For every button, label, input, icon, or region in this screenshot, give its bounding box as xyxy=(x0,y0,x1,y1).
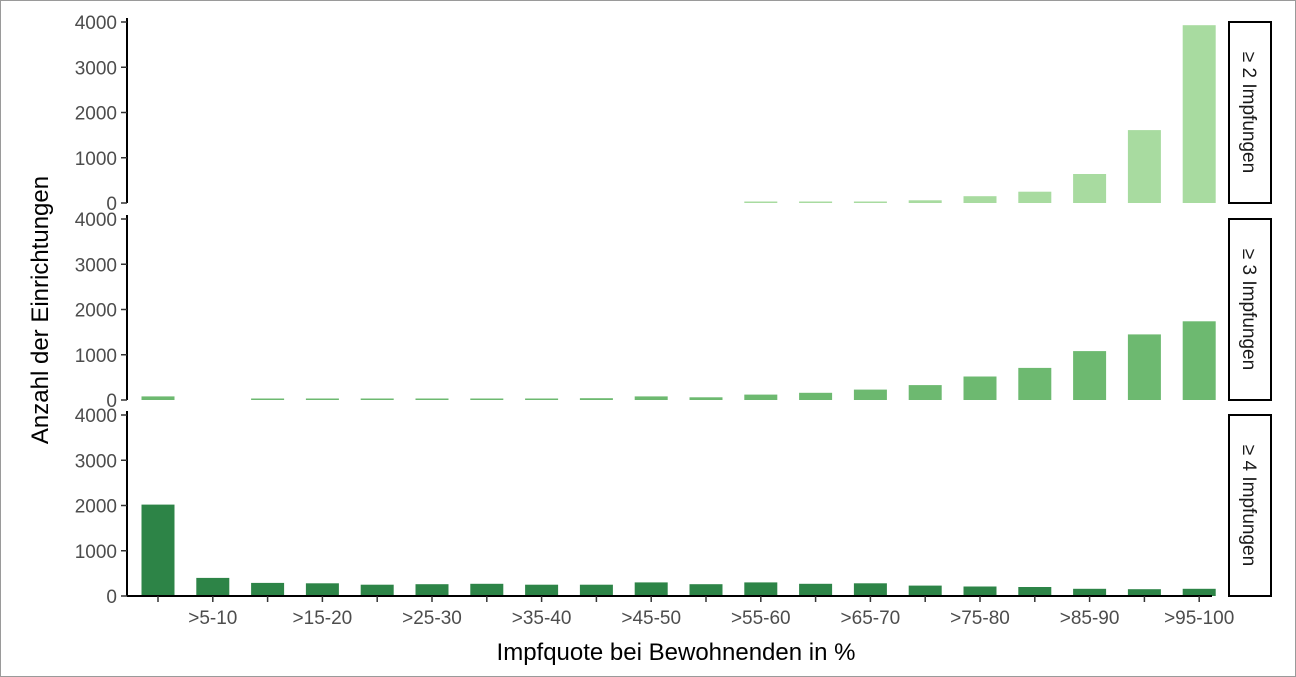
bar xyxy=(1018,587,1052,596)
panel-3: 0 1000 2000 3000 4000 ≥ 4 Impfungen xyxy=(75,406,1272,608)
bar xyxy=(525,584,559,596)
bar xyxy=(1182,321,1216,400)
x-axis: >5-10 >15-20 >25-30 >35-40 >45-50 >55-60 >65-7… xyxy=(127,595,1234,629)
bar xyxy=(1018,367,1052,400)
facet-strip xyxy=(1228,414,1272,597)
y-tick-label: 2000 xyxy=(75,497,117,518)
bar xyxy=(853,583,887,596)
bar xyxy=(634,396,668,400)
bar xyxy=(305,583,339,596)
facet-strip xyxy=(1228,218,1272,401)
bar xyxy=(579,398,613,400)
bar xyxy=(415,584,449,596)
bar xyxy=(744,394,778,400)
bar xyxy=(415,398,449,400)
panel-2: 0 1000 2000 3000 4000 ≥ 3 Impfungen xyxy=(75,210,1272,412)
bar xyxy=(963,376,997,400)
facet-strip xyxy=(1228,21,1272,204)
bar xyxy=(963,196,997,203)
y-tick-label: 0 xyxy=(106,391,117,412)
bar xyxy=(853,201,887,203)
x-tick-label: >75-80 xyxy=(950,608,1010,629)
panel-1: 0 1000 2000 3000 4000 ≥ 2 Impfungen xyxy=(75,13,1272,215)
x-tick-label: >55-60 xyxy=(731,608,791,629)
y-tick-label: 1000 xyxy=(75,149,117,170)
bar xyxy=(1182,588,1216,596)
bar xyxy=(1073,174,1107,203)
bar xyxy=(470,398,504,400)
facet-strip-label: ≥ 4 Impfungen xyxy=(1238,445,1259,566)
bar xyxy=(1073,588,1107,596)
bar xyxy=(908,585,942,596)
bar xyxy=(689,397,723,400)
bar xyxy=(360,584,394,596)
y-tick-label: 4000 xyxy=(75,406,117,427)
bar xyxy=(525,398,559,400)
bar xyxy=(689,584,723,596)
bar xyxy=(1073,351,1107,400)
y-tick-label: 0 xyxy=(106,587,117,608)
bar xyxy=(799,392,833,400)
y-tick-label: 1000 xyxy=(75,346,117,367)
y-tick-label: 4000 xyxy=(75,210,117,231)
x-tick-label: >65-70 xyxy=(841,608,901,629)
bar xyxy=(1127,589,1161,596)
bar xyxy=(634,582,668,596)
x-axis-title: Impfquote bei Bewohnenden in % xyxy=(497,639,856,666)
bar xyxy=(305,398,339,400)
facet-strip-label: ≥ 3 Impfungen xyxy=(1238,249,1259,370)
x-tick-label: >15-20 xyxy=(293,608,353,629)
y-tick-label: 2000 xyxy=(75,301,117,322)
bar xyxy=(141,396,175,400)
y-tick-label: 4000 xyxy=(75,13,117,34)
bar xyxy=(1018,191,1052,203)
bar xyxy=(251,398,285,400)
y-tick-label: 2000 xyxy=(75,104,117,125)
y-tick-label: 3000 xyxy=(75,255,117,276)
x-tick-label: >25-30 xyxy=(402,608,462,629)
bar xyxy=(1127,334,1161,400)
x-tick-label: >5-10 xyxy=(188,608,237,629)
bar xyxy=(744,201,778,203)
bar xyxy=(908,200,942,203)
y-axis-title: Anzahl der Einrichtungen xyxy=(27,176,54,444)
bar xyxy=(963,586,997,596)
bar xyxy=(1182,25,1216,204)
y-tick-label: 3000 xyxy=(75,58,117,79)
facet-strip-label: ≥ 2 Impfungen xyxy=(1238,52,1259,173)
bar xyxy=(579,584,613,596)
bar xyxy=(470,583,504,596)
x-tick-label: >35-40 xyxy=(512,608,572,629)
y-tick-label: 1000 xyxy=(75,542,117,563)
y-tick-label: 3000 xyxy=(75,451,117,472)
bar xyxy=(141,504,175,596)
bar xyxy=(744,582,778,596)
x-tick-label: >45-50 xyxy=(621,608,681,629)
bar xyxy=(1127,130,1161,203)
panels: 0 1000 2000 3000 4000 ≥ 2 Impfungen 0 1000 2000 3… xyxy=(75,13,1272,608)
y-tick-label: 0 xyxy=(106,194,117,215)
bar xyxy=(908,385,942,400)
bar xyxy=(799,583,833,596)
x-tick-label: >85-90 xyxy=(1060,608,1120,629)
bar xyxy=(196,577,230,596)
bar xyxy=(799,201,833,203)
bar xyxy=(360,398,394,400)
bar xyxy=(251,582,285,596)
bar xyxy=(853,389,887,400)
x-tick-label: >95-100 xyxy=(1164,608,1234,629)
